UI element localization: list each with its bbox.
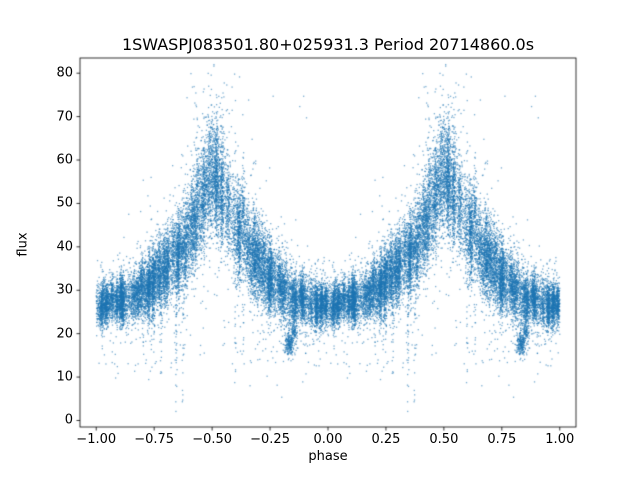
y-tick-label: 20 <box>56 326 73 342</box>
x-tick-label: 0.75 <box>487 432 517 447</box>
y-tick-label: 50 <box>56 195 73 211</box>
chart-title: 1SWASPJ083501.80+025931.3 Period 2071486… <box>121 35 535 54</box>
x-tick-label: 1.00 <box>545 432 575 447</box>
x-tick-label: −0.75 <box>134 432 175 447</box>
x-tick-label: 0.25 <box>371 432 401 447</box>
x-tick-label: 0.00 <box>313 432 343 447</box>
y-tick-label: 70 <box>56 109 73 125</box>
x-tick-label: −0.50 <box>192 432 233 447</box>
x-tick-label: 0.50 <box>429 432 459 447</box>
y-tick-label: 80 <box>56 65 73 81</box>
x-tick-label: −1.00 <box>76 432 117 447</box>
y-tick-label: 60 <box>56 152 73 168</box>
y-tick-label: 0 <box>64 412 73 428</box>
x-axis-label: phase <box>308 449 348 464</box>
y-tick-label: 30 <box>56 282 73 298</box>
y-tick-label: 10 <box>56 369 73 385</box>
x-tick-label: −0.25 <box>250 432 290 447</box>
y-tick-label: 40 <box>56 239 73 255</box>
